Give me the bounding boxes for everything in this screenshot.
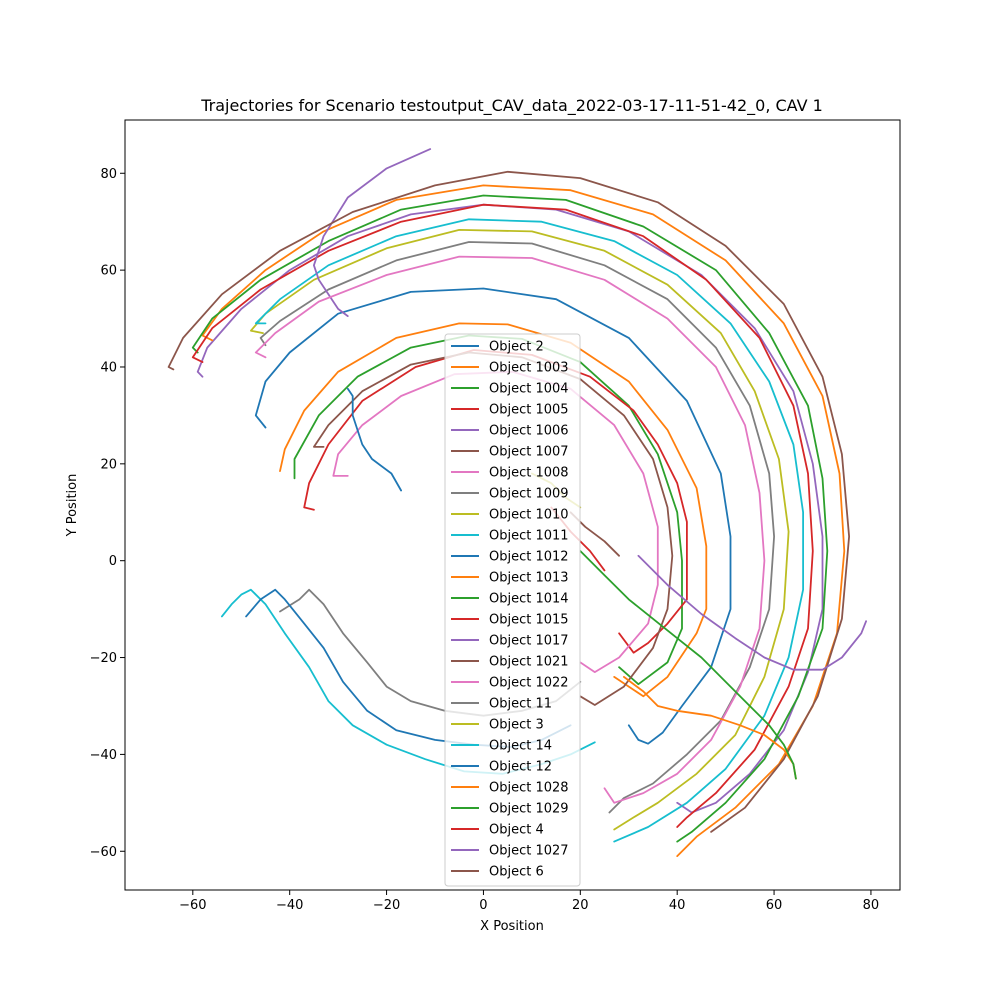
legend-label: Object 1021 bbox=[489, 655, 569, 670]
series-line-22 bbox=[579, 550, 797, 780]
series-line-15 bbox=[167, 170, 850, 833]
series-line-16 bbox=[254, 255, 766, 804]
legend-label: Object 1009 bbox=[489, 487, 569, 502]
legend-label: Object 1013 bbox=[489, 571, 569, 586]
series-line-21 bbox=[623, 676, 797, 780]
legend-label: Object 11 bbox=[489, 697, 552, 712]
series-line-11 bbox=[201, 184, 846, 857]
legend-label: Object 1012 bbox=[489, 550, 569, 565]
series-line-2 bbox=[293, 334, 683, 686]
y-axis-ticks: −60 −40 −20 0 20 40 60 80 bbox=[90, 167, 125, 860]
series-line-13 bbox=[191, 203, 814, 828]
x-tick-label: −60 bbox=[179, 898, 206, 913]
y-tick-label: 60 bbox=[100, 264, 117, 279]
legend-label: Object 3 bbox=[489, 718, 544, 733]
legend-label: Object 14 bbox=[489, 739, 552, 754]
y-tick-label: 20 bbox=[100, 457, 117, 472]
chart-title: Trajectories for Scenario testoutput_CAV… bbox=[200, 96, 823, 116]
plot-frame bbox=[124, 119, 901, 891]
legend-label: Object 1017 bbox=[489, 634, 569, 649]
legend-label: Object 1027 bbox=[489, 844, 569, 859]
x-tick-label: 80 bbox=[863, 898, 880, 913]
y-tick-label: 80 bbox=[100, 167, 117, 182]
legend-label: Object 4 bbox=[489, 823, 544, 838]
legend-label: Object 1011 bbox=[489, 529, 569, 544]
plot-lines bbox=[167, 148, 867, 857]
legend-label: Object 12 bbox=[489, 760, 552, 775]
series-line-14 bbox=[313, 148, 432, 317]
legend-label: Object 1006 bbox=[489, 424, 569, 439]
x-tick-label: −40 bbox=[276, 898, 303, 913]
legend-label: Object 6 bbox=[489, 865, 544, 880]
legend-label: Object 1014 bbox=[489, 592, 569, 607]
series-line-9 bbox=[254, 218, 804, 843]
x-tick-label: 20 bbox=[572, 898, 589, 913]
x-tick-label: 60 bbox=[766, 898, 783, 913]
x-axis-ticks: −60 −40 −20 0 20 40 60 80 bbox=[179, 890, 879, 913]
series-line-3 bbox=[303, 349, 688, 654]
legend-label: Object 1007 bbox=[489, 445, 569, 460]
legend-label: Object 1003 bbox=[489, 361, 569, 376]
legend-label: Object 1004 bbox=[489, 382, 569, 397]
legend-label: Object 1008 bbox=[489, 466, 569, 481]
y-tick-label: 0 bbox=[109, 554, 117, 569]
y-tick-label: −40 bbox=[90, 748, 117, 763]
series-line-7 bbox=[259, 241, 775, 814]
legend-label: Object 1015 bbox=[489, 613, 569, 628]
series-line-6 bbox=[332, 370, 659, 673]
legend-label: Object 1029 bbox=[489, 802, 569, 817]
x-tick-label: 0 bbox=[479, 898, 487, 913]
legend-label: Object 1022 bbox=[489, 676, 569, 691]
legend: Object 2 Object 1003 Object 1004 Object 100… bbox=[444, 333, 581, 887]
series-line-5 bbox=[313, 351, 674, 706]
y-tick-label: −20 bbox=[90, 651, 117, 666]
series-line-4 bbox=[196, 203, 824, 814]
series-line-0 bbox=[254, 287, 732, 745]
x-tick-label: −20 bbox=[373, 898, 400, 913]
legend-label: Object 1005 bbox=[489, 403, 569, 418]
legend-label: Object 2 bbox=[489, 340, 544, 355]
series-line-1 bbox=[279, 322, 708, 698]
series-line-12 bbox=[191, 194, 829, 843]
y-axis-label: Y Position bbox=[65, 474, 80, 538]
y-tick-label: −60 bbox=[90, 845, 117, 860]
legend-label: Object 1028 bbox=[489, 781, 569, 796]
series-line-24 bbox=[637, 554, 867, 671]
series-line-10 bbox=[346, 387, 402, 492]
legend-label: Object 1010 bbox=[489, 508, 569, 523]
x-tick-label: 40 bbox=[669, 898, 686, 913]
x-axis-label: X Position bbox=[480, 919, 544, 934]
series-line-8 bbox=[250, 229, 790, 831]
y-tick-label: 40 bbox=[100, 360, 117, 375]
